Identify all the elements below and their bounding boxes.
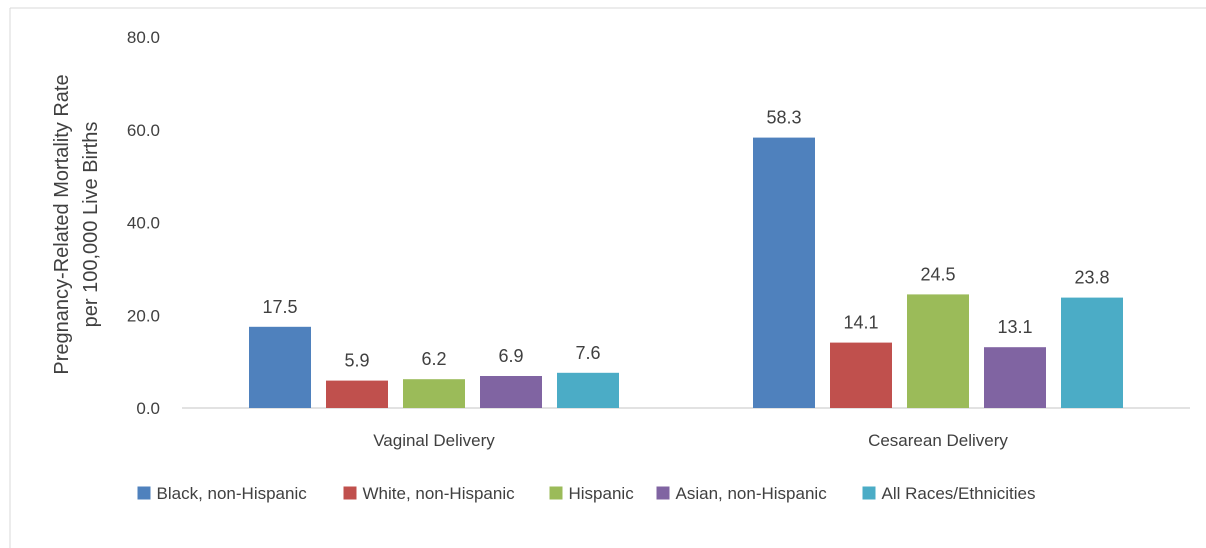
y-axis-ticks: 0.0 20.0 40.0 60.0 80.0: [127, 28, 160, 418]
legend-label: All Races/Ethnicities: [882, 484, 1036, 503]
data-label: 58.3: [766, 108, 801, 128]
legend-swatch: [862, 486, 876, 500]
x-category-label: Cesarean Delivery: [868, 431, 1008, 450]
legend-label: Asian, non-Hispanic: [676, 484, 828, 503]
data-label: 13.1: [997, 317, 1032, 337]
data-label: 14.1: [843, 313, 878, 333]
y-tick-label: 20.0: [127, 306, 160, 325]
bar: [326, 380, 388, 408]
bars: [249, 137, 1123, 408]
category-labels: Vaginal Delivery Cesarean Delivery: [373, 431, 1008, 450]
legend-swatch: [656, 486, 670, 500]
data-labels: 17.5 5.9 6.2 6.9 7.6 58.3 14.1 24.5 13.1 23.8: [262, 108, 1109, 371]
y-tick-label: 0.0: [136, 399, 160, 418]
data-label: 5.9: [344, 351, 369, 371]
legend-label: Black, non-Hispanic: [157, 484, 308, 503]
y-axis-title: Pregnancy-Related Mortality Rate per 100,…: [51, 74, 102, 374]
y-tick-label: 60.0: [127, 121, 160, 140]
legend-label: White, non-Hispanic: [363, 484, 516, 503]
data-label: 7.6: [575, 343, 600, 363]
legend-swatch: [137, 486, 151, 500]
data-label: 24.5: [920, 264, 955, 284]
bar: [984, 347, 1046, 408]
bar: [249, 326, 311, 408]
bar: [830, 342, 892, 408]
data-label: 23.8: [1074, 268, 1109, 288]
legend: Black, non-Hispanic White, non-Hispanic Hi…: [137, 484, 1036, 503]
data-label: 6.9: [498, 346, 523, 366]
legend-swatch: [549, 486, 563, 500]
y-axis-title-line: Pregnancy-Related Mortality Rate: [51, 74, 73, 374]
data-label: 17.5: [262, 297, 297, 317]
y-tick-label: 80.0: [127, 28, 160, 47]
bar: [907, 294, 969, 408]
bar: [557, 372, 619, 408]
legend-label: Hispanic: [569, 484, 635, 503]
legend-swatch: [343, 486, 357, 500]
y-axis-title-line: per 100,000 Live Births: [80, 122, 102, 328]
bar: [1061, 297, 1123, 408]
y-tick-label: 40.0: [127, 214, 160, 233]
bar: [753, 137, 815, 408]
data-label: 6.2: [421, 349, 446, 369]
x-category-label: Vaginal Delivery: [373, 431, 495, 450]
bar: [480, 376, 542, 408]
bar: [403, 379, 465, 408]
